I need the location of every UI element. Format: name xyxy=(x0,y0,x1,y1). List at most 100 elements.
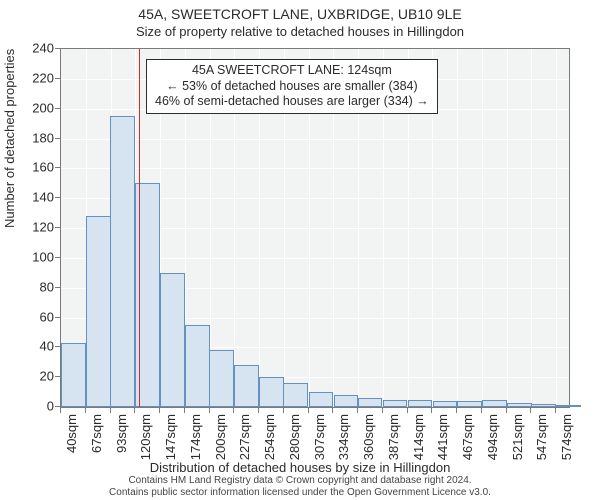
histogram-bar xyxy=(383,400,408,407)
gridline-v xyxy=(531,49,532,407)
y-tick-mark xyxy=(55,346,60,347)
marker-line xyxy=(139,49,140,407)
y-tick-mark xyxy=(55,287,60,288)
histogram-bar xyxy=(160,273,185,407)
histogram-bar xyxy=(408,400,433,407)
x-tick-mark xyxy=(258,408,259,413)
x-tick-mark xyxy=(332,408,333,413)
x-tick-label: 307sqm xyxy=(312,414,327,474)
gridline-h xyxy=(61,168,569,169)
histogram-bar xyxy=(507,403,532,407)
x-tick-label: 574sqm xyxy=(559,414,574,474)
y-tick-mark xyxy=(55,167,60,168)
x-tick-mark xyxy=(209,408,210,413)
histogram-bar xyxy=(209,350,234,407)
x-tick-mark xyxy=(555,408,556,413)
x-tick-mark xyxy=(530,408,531,413)
y-tick-label: 40 xyxy=(12,339,54,354)
annotation-box: 45A SWEETCROFT LANE: 124sqm← 53% of deta… xyxy=(146,59,438,114)
x-tick-mark xyxy=(481,408,482,413)
x-tick-mark xyxy=(308,408,309,413)
x-tick-label: 334sqm xyxy=(336,414,351,474)
histogram-bar xyxy=(334,395,359,407)
gridline-v xyxy=(482,49,483,407)
x-tick-mark xyxy=(431,408,432,413)
y-tick-mark xyxy=(55,108,60,109)
y-tick-label: 120 xyxy=(12,220,54,235)
histogram-bar xyxy=(457,401,482,407)
y-tick-label: 240 xyxy=(12,41,54,56)
chart-container: 45A, SWEETCROFT LANE, UXBRIDGE, UB10 9LE… xyxy=(0,0,600,500)
x-tick-mark xyxy=(110,408,111,413)
gridline-h xyxy=(61,139,569,140)
footer-line2: Contains public sector information licen… xyxy=(0,487,600,499)
x-tick-mark xyxy=(382,408,383,413)
x-tick-label: 521sqm xyxy=(510,414,525,474)
x-tick-mark xyxy=(159,408,160,413)
histogram-bar xyxy=(234,365,259,407)
histogram-bar xyxy=(259,377,284,407)
histogram-bar xyxy=(283,383,308,407)
x-tick-label: 174sqm xyxy=(188,414,203,474)
histogram-bar xyxy=(110,116,135,407)
y-tick-mark xyxy=(55,48,60,49)
y-tick-mark xyxy=(55,317,60,318)
x-tick-label: 414sqm xyxy=(411,414,426,474)
x-tick-mark xyxy=(184,408,185,413)
x-tick-label: 40sqm xyxy=(64,414,79,474)
gridline-v xyxy=(457,49,458,407)
x-tick-label: 67sqm xyxy=(89,414,104,474)
x-tick-label: 147sqm xyxy=(163,414,178,474)
histogram-bar xyxy=(358,398,383,407)
y-tick-label: 180 xyxy=(12,130,54,145)
histogram-bar xyxy=(185,325,210,407)
histogram-bar xyxy=(61,343,86,407)
gridline-v xyxy=(507,49,508,407)
histogram-bar xyxy=(531,404,556,407)
x-tick-mark xyxy=(506,408,507,413)
x-tick-mark xyxy=(60,408,61,413)
plot-area: 45A SWEETCROFT LANE: 124sqm← 53% of deta… xyxy=(60,48,570,408)
page-subtitle: Size of property relative to detached ho… xyxy=(0,24,600,39)
x-tick-label: 280sqm xyxy=(287,414,302,474)
y-tick-mark xyxy=(55,138,60,139)
annotation-line: 46% of semi-detached houses are larger (… xyxy=(155,94,429,110)
x-tick-mark xyxy=(283,408,284,413)
x-tick-label: 441sqm xyxy=(435,414,450,474)
x-tick-mark xyxy=(357,408,358,413)
histogram-bar xyxy=(482,400,507,407)
y-tick-mark xyxy=(55,376,60,377)
y-tick-label: 140 xyxy=(12,190,54,205)
y-tick-label: 60 xyxy=(12,309,54,324)
x-tick-label: 93sqm xyxy=(114,414,129,474)
y-tick-label: 20 xyxy=(12,369,54,384)
histogram-bar xyxy=(433,401,458,407)
y-tick-mark xyxy=(55,406,60,407)
annotation-line: ← 53% of detached houses are smaller (38… xyxy=(155,79,429,95)
page-title: 45A, SWEETCROFT LANE, UXBRIDGE, UB10 9LE xyxy=(0,6,600,22)
y-tick-label: 80 xyxy=(12,279,54,294)
x-tick-mark xyxy=(407,408,408,413)
y-tick-mark xyxy=(55,227,60,228)
x-tick-label: 467sqm xyxy=(460,414,475,474)
x-tick-label: 120sqm xyxy=(138,414,153,474)
histogram-bar xyxy=(309,392,334,407)
x-tick-mark xyxy=(134,408,135,413)
y-tick-mark xyxy=(55,78,60,79)
y-tick-label: 0 xyxy=(12,399,54,414)
histogram-bar xyxy=(556,405,581,407)
x-tick-label: 360sqm xyxy=(361,414,376,474)
histogram-bar xyxy=(86,216,111,407)
y-tick-label: 100 xyxy=(12,249,54,264)
x-tick-label: 387sqm xyxy=(386,414,401,474)
x-tick-mark xyxy=(233,408,234,413)
x-tick-label: 200sqm xyxy=(213,414,228,474)
y-tick-mark xyxy=(55,257,60,258)
gridline-v xyxy=(556,49,557,407)
footer-text: Contains HM Land Registry data © Crown c… xyxy=(0,475,600,498)
x-tick-label: 494sqm xyxy=(485,414,500,474)
x-tick-mark xyxy=(456,408,457,413)
footer-line1: Contains HM Land Registry data © Crown c… xyxy=(0,475,600,487)
x-tick-label: 547sqm xyxy=(534,414,549,474)
x-tick-mark xyxy=(85,408,86,413)
